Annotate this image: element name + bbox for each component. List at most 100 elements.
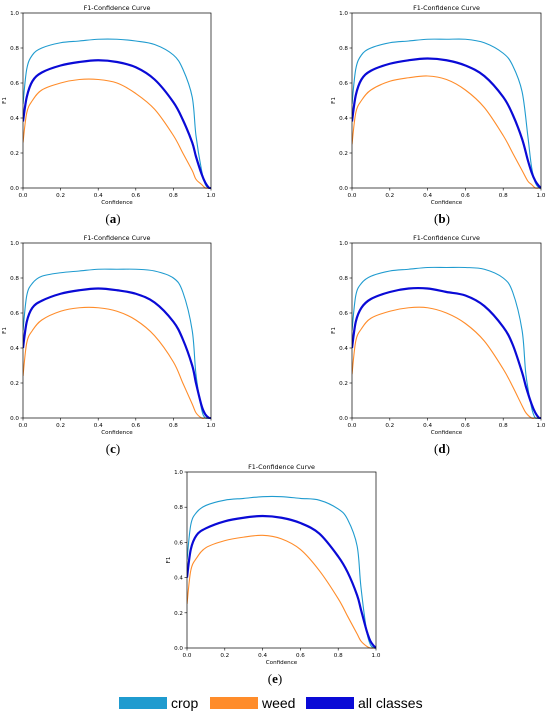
- x-tick-label: 0.8: [334, 653, 343, 659]
- y-tick-label: 0.2: [339, 151, 348, 157]
- chart-panel-e: 0.0 0.2 0.4 0.6 0.8 1.0 0.0 0.2 0.4 0.6 0.8 1.0 F1-C…: [166, 463, 381, 686]
- x-axis-label: Confidence: [431, 200, 463, 206]
- legend-label-weed: weed: [261, 695, 295, 711]
- y-tick-label: 0.6: [174, 540, 183, 546]
- x-tick-label: 0.6: [131, 193, 140, 199]
- series-line-all-classes: [187, 514, 376, 649]
- x-axis-label: Confidence: [266, 660, 298, 666]
- legend-swatch-all-classes: [306, 697, 354, 709]
- x-tick-label: 1.0: [207, 423, 216, 429]
- x-tick-label: 0.4: [423, 423, 432, 429]
- y-tick-label: 1.0: [10, 11, 19, 17]
- y-tick-label: 0.2: [10, 381, 19, 387]
- y-tick-label: 1.0: [339, 11, 348, 17]
- y-tick-label: 0.8: [174, 505, 183, 511]
- y-tick-label: 0.8: [339, 276, 348, 282]
- chart-panel-b: 0.0 0.2 0.4 0.6 0.8 1.0 0.0 0.2 0.4 0.6 0.8 1.0 F1-C…: [331, 4, 546, 226]
- y-axis-label: F1: [331, 327, 337, 334]
- legend-swatch-weed: [210, 697, 258, 709]
- y-tick-label: 0.6: [10, 81, 19, 87]
- plot-frame: [351, 242, 542, 419]
- y-tick-label: 0.0: [174, 646, 183, 652]
- x-axis-label: Confidence: [431, 430, 463, 436]
- legend-label-crop: crop: [171, 695, 198, 711]
- x-tick-label: 0.2: [220, 653, 229, 659]
- y-tick-label: 1.0: [339, 241, 348, 247]
- x-tick-label: 0.2: [56, 423, 65, 429]
- x-tick-label: 0.0: [19, 193, 28, 199]
- x-tick-label: 1.0: [372, 653, 381, 659]
- y-tick-label: 0.2: [174, 611, 183, 617]
- y-tick-label: 0.2: [10, 151, 19, 157]
- x-tick-label: 0.4: [94, 423, 103, 429]
- x-axis-label: Confidence: [101, 200, 133, 206]
- panel-caption: (e): [268, 671, 282, 686]
- y-axis-label: F1: [2, 327, 8, 334]
- chart-panel-c: 0.0 0.2 0.4 0.6 0.8 1.0 0.0 0.2 0.4 0.6 0.8 1.0 F1-C…: [2, 234, 216, 456]
- panel-caption-letter: e: [272, 671, 278, 686]
- chart-title: F1-Confidence Curve: [413, 4, 480, 12]
- series-line-weed: [187, 534, 376, 649]
- x-tick-label: 0.8: [169, 193, 178, 199]
- panel-caption-letter: c: [110, 441, 116, 456]
- series-line-weed: [352, 75, 541, 189]
- x-tick-label: 0.8: [499, 423, 508, 429]
- plot-frame: [186, 471, 377, 649]
- plot-frame: [351, 12, 542, 189]
- chart-title: F1-Confidence Curve: [248, 463, 315, 471]
- x-tick-label: 0.8: [169, 423, 178, 429]
- chart-title: F1-Confidence Curve: [413, 234, 480, 242]
- series-line-crop: [352, 266, 541, 419]
- y-tick-label: 1.0: [174, 470, 183, 476]
- x-tick-label: 0.0: [348, 423, 357, 429]
- series-line-weed: [352, 306, 541, 419]
- y-tick-label: 0.0: [10, 186, 19, 192]
- x-tick-label: 0.4: [258, 653, 267, 659]
- y-tick-label: 0.6: [10, 311, 19, 317]
- y-tick-label: 0.0: [339, 186, 348, 192]
- x-tick-label: 0.2: [385, 193, 394, 199]
- series-line-all-classes: [352, 57, 541, 189]
- x-tick-label: 0.6: [461, 193, 470, 199]
- panel-caption: (c): [106, 441, 120, 456]
- y-tick-label: 0.4: [174, 576, 183, 582]
- panel-caption-letter: d: [438, 441, 446, 456]
- x-tick-label: 0.0: [183, 653, 192, 659]
- y-tick-label: 0.2: [339, 381, 348, 387]
- x-tick-label: 1.0: [207, 193, 216, 199]
- chart-panel-a: 0.0 0.2 0.4 0.6 0.8 1.0 0.0 0.2 0.4 0.6 0.8 1.0 F1-C…: [2, 4, 216, 226]
- series-line-crop: [352, 38, 541, 189]
- panel-caption: (b): [434, 211, 450, 226]
- x-tick-label: 0.0: [19, 423, 28, 429]
- panel-caption: (a): [105, 211, 120, 226]
- series-line-weed: [23, 306, 211, 419]
- series-line-weed: [23, 78, 211, 189]
- chart-title: F1-Confidence Curve: [84, 234, 151, 242]
- legend: crop weed all classes: [119, 695, 423, 711]
- x-axis-label: Confidence: [101, 430, 133, 436]
- chart-panel-d: 0.0 0.2 0.4 0.6 0.8 1.0 0.0 0.2 0.4 0.6 0.8 1.0 F1-C…: [331, 234, 546, 456]
- y-tick-label: 0.4: [339, 346, 348, 352]
- chart-title: F1-Confidence Curve: [84, 4, 151, 12]
- panel-caption-letter: a: [110, 211, 117, 226]
- plot-frame: [22, 12, 212, 189]
- x-tick-label: 0.6: [296, 653, 305, 659]
- y-tick-label: 0.0: [10, 416, 19, 422]
- y-axis-label: F1: [2, 97, 8, 104]
- x-tick-label: 0.0: [348, 193, 357, 199]
- legend-swatch-crop: [119, 697, 167, 709]
- series-line-all-classes: [23, 59, 211, 189]
- panel-caption: (d): [434, 441, 450, 456]
- y-tick-label: 1.0: [10, 241, 19, 247]
- x-tick-label: 0.8: [499, 193, 508, 199]
- series-line-all-classes: [352, 286, 541, 419]
- x-tick-label: 0.6: [131, 423, 140, 429]
- y-tick-label: 0.8: [10, 276, 19, 282]
- y-tick-label: 0.6: [339, 311, 348, 317]
- x-tick-label: 0.2: [56, 193, 65, 199]
- legend-label-all-classes: all classes: [358, 695, 423, 711]
- y-tick-label: 0.8: [10, 46, 19, 52]
- x-tick-label: 0.6: [461, 423, 470, 429]
- y-tick-label: 0.4: [10, 346, 19, 352]
